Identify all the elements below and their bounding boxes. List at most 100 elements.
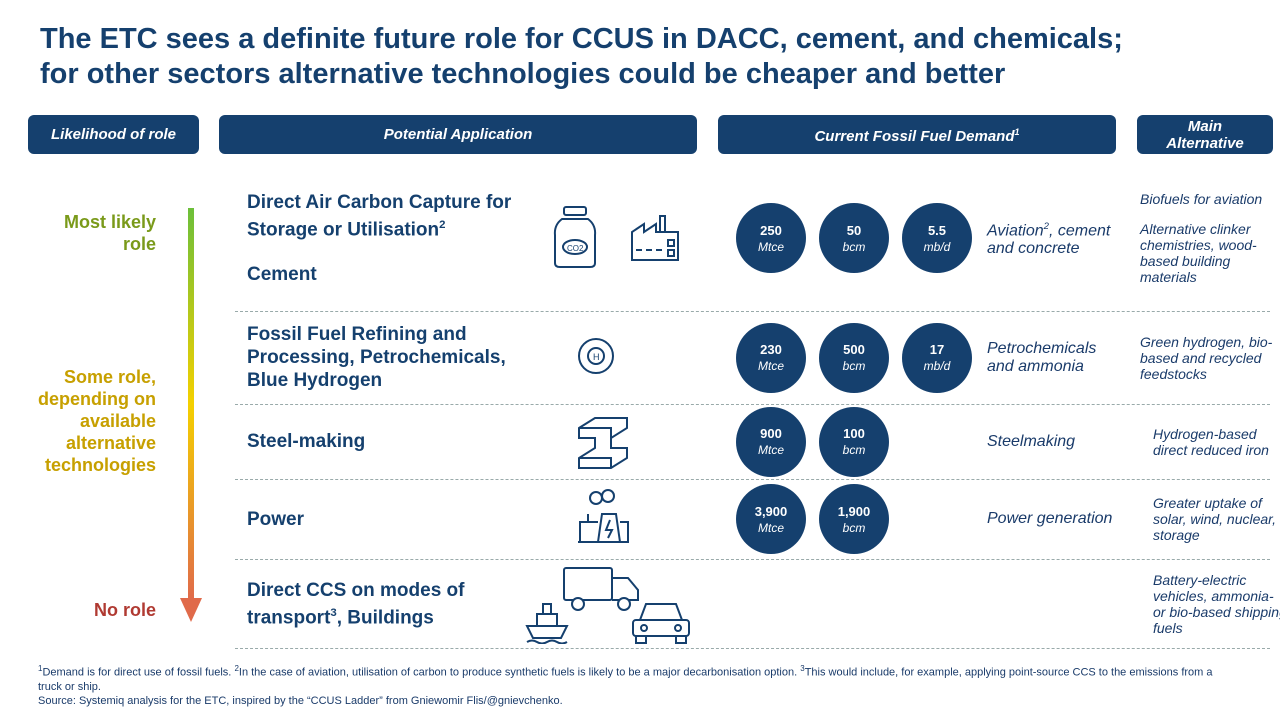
column-header-text: Current Fossil Fuel Demand1 <box>814 124 1019 145</box>
hydrogen-icon: H <box>578 338 614 374</box>
demand-unit: mb/d <box>923 359 951 373</box>
application-text: Fossil Fuel Refining and Processing, Pet… <box>247 324 506 391</box>
row-separator <box>235 648 1270 649</box>
sector-text-sup: 2 <box>1043 221 1049 232</box>
row: Steel-making 900 Mtce 100 bcm Steelmaking Hydr… <box>235 404 1270 479</box>
alternative-text: Biofuels for aviation <box>1140 191 1263 207</box>
demand-bubbles: 230 Mtce 500 bcm 17 mb/d <box>736 322 972 393</box>
demand-bubble: 17 mb/d <box>902 322 972 393</box>
application: Steel-making <box>247 430 547 453</box>
truck-icon <box>563 567 639 611</box>
demand-value: 17 <box>929 342 945 357</box>
sector-text: Aviation <box>987 222 1044 240</box>
demand-bubble: 500 bcm <box>819 322 889 393</box>
demand-bubble: 250 Mtce <box>736 203 806 273</box>
demand-unit: Mtce <box>757 443 784 457</box>
sector: Aviation2, cement and concrete <box>987 218 1117 258</box>
likelihood-arrow <box>180 208 202 622</box>
column-header-text: Likelihood of role <box>50 126 176 143</box>
sector: Petrochemicals and ammonia <box>987 340 1117 376</box>
application-text: , Buildings <box>336 606 434 628</box>
demand-value: 50 <box>846 222 862 238</box>
sector-text: Power generation <box>987 510 1113 527</box>
demand-bubble: 900 Mtce <box>736 406 806 477</box>
row-separator <box>235 559 1270 560</box>
demand-bubble: 5.5 mb/d <box>902 203 972 273</box>
column-header-text-sup: 1 <box>1014 127 1020 137</box>
svg-text:CO2: CO2 <box>567 244 584 253</box>
demand-unit: mb/d <box>923 239 951 254</box>
column-header-text: Main Alternative <box>1165 118 1245 152</box>
row-separator <box>235 479 1270 480</box>
power-plant-icon <box>578 489 629 543</box>
alternative: Greater uptake of solar, wind, nuclear, … <box>1153 495 1280 543</box>
demand-bubble: 100 bcm <box>819 406 889 477</box>
footnotes: 1Demand is for direct use of fossil fuel… <box>38 662 1238 708</box>
demand-value: 3,900 <box>754 503 788 519</box>
source: Source: Systemiq analysis for the ETC, i… <box>38 694 563 707</box>
application-text: Fossil Fuel Refining and Processing, Pet… <box>247 323 547 392</box>
sector-text: , cement and concrete <box>987 222 1111 258</box>
alternative-text: Green hydrogen, bio-based and recycled f… <box>1140 333 1273 382</box>
column-header-text: Potential Application <box>384 126 533 143</box>
footnote-sup: 2 <box>234 664 239 673</box>
application-text: Cement <box>247 263 547 286</box>
demand-bubbles: 3,900 Mtce 1,900 bcm <box>736 484 889 554</box>
application-text: Power <box>247 508 305 530</box>
column-header-text: Main Alternative <box>1166 117 1244 152</box>
row-separator <box>235 311 1270 312</box>
application: Direct CCS on modes of transport3, Build… <box>247 579 547 629</box>
sector-text: Petrochemicals and ammonia <box>987 339 1097 375</box>
demand-bubble: 50 bcm <box>819 203 889 273</box>
steel-beam-icon <box>578 417 628 469</box>
demand-value: 900 <box>760 426 782 441</box>
footnote-text: In the case of aviation, utilisation of … <box>238 666 798 679</box>
application-text-sup: 2 <box>439 218 446 231</box>
factory-icon <box>631 215 679 261</box>
demand-unit: Mtce <box>757 520 784 535</box>
application-text: Steel-making <box>247 430 547 453</box>
footnote-text: Demand is for direct use of fossil fuels… <box>42 666 232 679</box>
application-text: Direct Air Carbon Capture for Storage or… <box>247 191 547 241</box>
car-icon <box>632 603 690 644</box>
application-text-sup: 3 <box>330 606 337 619</box>
demand-bubbles: 900 Mtce 100 bcm <box>736 406 889 477</box>
alternative: Hydrogen-based direct reduced iron <box>1153 426 1280 458</box>
row-separator <box>235 404 1270 405</box>
column-header: Likelihood of role <box>28 115 199 154</box>
application-text: Direct CCS on modes of transport <box>247 579 465 628</box>
alternative: Green hydrogen, bio-based and recycled f… <box>1140 334 1275 382</box>
column-header-text: Current Fossil Fuel Demand <box>814 128 1015 145</box>
alternative: Biofuels for aviation Alternative clinker… <box>1140 191 1275 285</box>
demand-bubble: 230 Mtce <box>736 322 806 393</box>
demand-bubble: 3,900 Mtce <box>736 484 806 554</box>
sector-text: Steelmaking <box>987 432 1076 450</box>
application-text: Direct Air Carbon Capture for Storage or… <box>247 191 512 240</box>
footnote-sup: 1 <box>38 664 43 673</box>
demand-value: 100 <box>843 426 865 441</box>
title: The ETC sees a definite future role for … <box>40 22 1123 92</box>
likelihood-label: Most likely role <box>63 212 156 254</box>
row: Power 3,900 Mtce 1,900 bcm Power generation Gr… <box>235 479 1276 559</box>
application-text: Steel-making <box>247 431 366 452</box>
demand-bubble: 1,900 bcm <box>819 484 889 554</box>
column-header: Current Fossil Fuel Demand1 <box>718 115 1116 154</box>
column-header-text: Likelihood of role <box>51 126 176 143</box>
column-header: Potential Application <box>219 115 697 154</box>
likelihood-label: Some role, depending on available altern… <box>38 367 156 475</box>
application: Direct Air Carbon Capture for Storage or… <box>247 191 547 286</box>
application: Fossil Fuel Refining and Processing, Pet… <box>247 323 547 392</box>
svg-text:H: H <box>593 352 600 362</box>
application: Power <box>247 508 547 531</box>
alternative-text: Greater uptake of solar, wind, nuclear, … <box>1153 495 1276 543</box>
likelihood-label: No role <box>93 600 156 620</box>
row: Direct Air Carbon Capture for Storage or… <box>235 165 1270 311</box>
demand-value: 5.5 <box>927 222 947 238</box>
alternative-text: Battery-electric vehicles, ammonia- or b… <box>1153 571 1280 636</box>
co2-jar-icon: CO2 <box>553 206 597 268</box>
demand-unit: bcm <box>842 520 866 535</box>
demand-unit: bcm <box>842 359 866 373</box>
demand-unit: bcm <box>842 443 866 457</box>
footnote-sup: 3 <box>800 664 805 673</box>
